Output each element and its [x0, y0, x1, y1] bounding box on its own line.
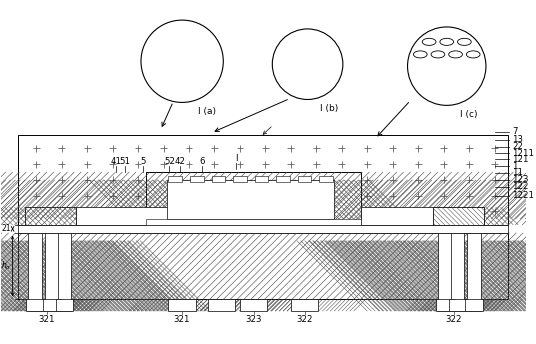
Text: I (c): I (c)	[459, 110, 477, 119]
Text: 51: 51	[120, 157, 131, 166]
Text: 6: 6	[199, 157, 205, 166]
Text: 321: 321	[174, 314, 190, 323]
Text: 7: 7	[512, 127, 518, 136]
Bar	[449, 299, 466, 311]
Bar	[433, 207, 484, 225]
Text: 11: 11	[512, 169, 523, 178]
Bar	[58, 233, 71, 311]
Text: I (a): I (a)	[198, 107, 216, 116]
Text: 42: 42	[175, 157, 185, 166]
Bar	[18, 233, 509, 299]
Text: 122: 122	[512, 182, 529, 191]
Bar	[451, 233, 464, 311]
Bar	[76, 207, 194, 225]
Bar	[438, 233, 452, 311]
Bar	[18, 135, 509, 225]
Circle shape	[407, 27, 486, 105]
Bar	[319, 176, 333, 182]
Bar	[276, 176, 290, 182]
Bar	[168, 299, 196, 311]
Text: 321: 321	[39, 314, 55, 323]
Bar	[167, 180, 334, 219]
Bar	[168, 176, 182, 182]
Circle shape	[272, 29, 343, 99]
Bar	[240, 299, 267, 311]
Bar	[28, 233, 42, 311]
Text: 121: 121	[512, 155, 529, 164]
Bar	[436, 299, 453, 311]
Bar	[146, 219, 361, 225]
Text: 123: 123	[512, 175, 529, 184]
Bar	[25, 207, 76, 225]
Text: I (b): I (b)	[319, 104, 338, 114]
Bar	[45, 233, 58, 311]
Text: 52: 52	[164, 157, 175, 166]
Bar	[298, 176, 311, 182]
Text: 1: 1	[512, 162, 518, 171]
Text: I: I	[235, 154, 237, 163]
Bar	[255, 176, 269, 182]
Bar	[467, 233, 481, 311]
Text: 1211: 1211	[512, 149, 534, 158]
Bar	[291, 299, 318, 311]
Text: $h_n$: $h_n$	[1, 260, 11, 272]
Text: 322: 322	[445, 314, 462, 323]
Circle shape	[141, 20, 224, 103]
Text: 5: 5	[140, 157, 146, 166]
Text: 41: 41	[111, 157, 122, 166]
Bar	[26, 299, 44, 311]
Text: 22: 22	[512, 142, 523, 151]
Bar	[43, 299, 61, 311]
Text: 322: 322	[296, 314, 313, 323]
Bar	[361, 207, 433, 225]
Bar	[212, 176, 225, 182]
Text: 323: 323	[245, 314, 262, 323]
Bar	[18, 225, 509, 233]
Text: 13: 13	[512, 135, 523, 144]
Bar	[233, 176, 247, 182]
Bar	[56, 299, 73, 311]
Text: 21: 21	[1, 224, 11, 233]
Bar	[207, 299, 235, 311]
Bar	[146, 172, 361, 225]
Bar	[465, 299, 483, 311]
Text: 1221: 1221	[512, 191, 534, 200]
Bar	[190, 176, 204, 182]
